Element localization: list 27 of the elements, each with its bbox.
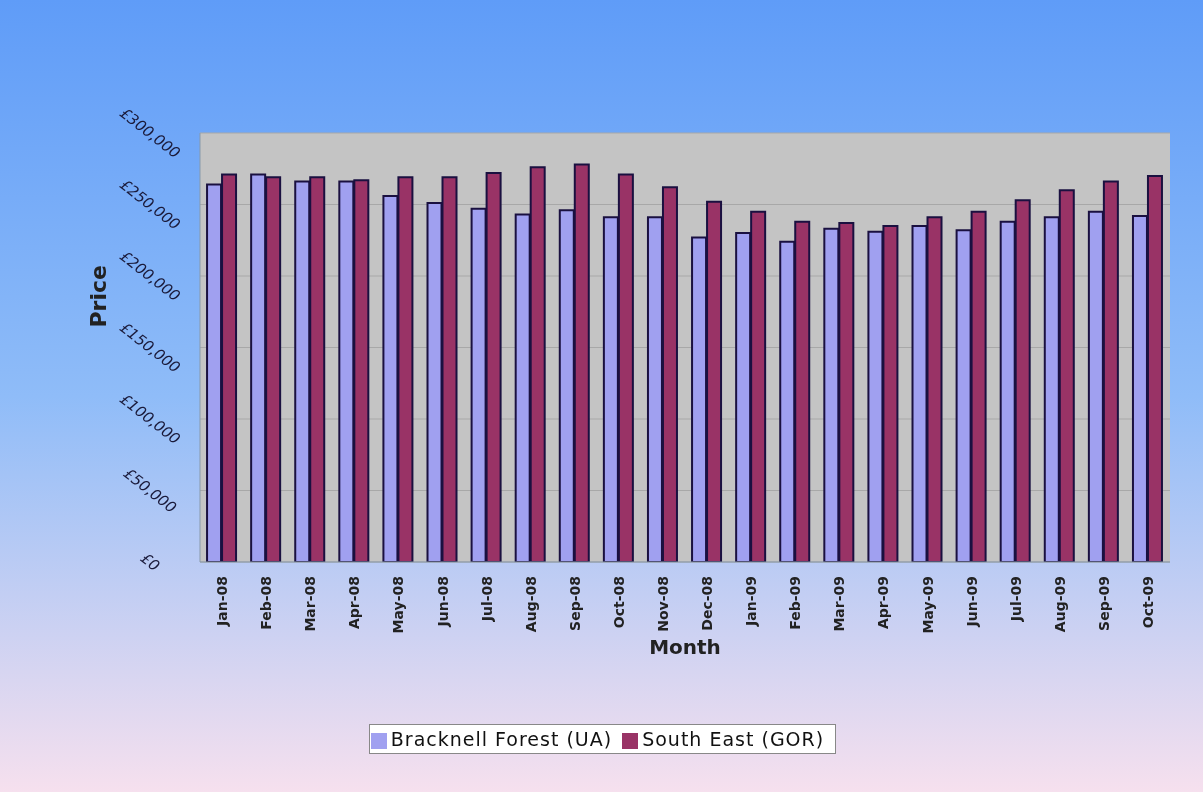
x-tick-label: May-09 [919,576,936,634]
x-tick-label: Oct-09 [1139,576,1156,629]
x-tick-label: Sep-09 [1095,576,1112,631]
x-tick-label: May-08 [390,576,407,634]
x-tick-label: Apr-08 [346,576,363,630]
x-tick-label: Mar-09 [831,576,848,632]
y-tick-label: £0 [136,549,164,575]
x-axis-title: Month [649,635,721,659]
x-tick-label: Sep-08 [566,576,583,631]
x-tick-label: Jul-09 [1007,576,1024,623]
x-tick-label: Oct-08 [610,576,627,629]
x-tick-label: Aug-08 [522,576,539,633]
legend-label: South East (GOR) [642,728,825,750]
x-tick-label: Mar-08 [302,576,319,632]
x-tick-label: Apr-09 [875,576,892,630]
x-tick-label: Nov-08 [654,576,671,632]
x-tick-label: Feb-08 [258,576,275,630]
x-tick-label: Aug-09 [1051,576,1068,633]
x-tick-label: Feb-09 [787,576,804,630]
x-tick-label: Jan-09 [743,576,760,627]
x-tick-label: Jul-08 [478,576,495,623]
x-tick-label: Jun-09 [963,576,980,628]
x-tick-label: Jan-08 [214,576,231,627]
y-axis-title: Price [85,265,111,328]
legend-label: Bracknell Forest (UA) [390,728,613,750]
x-tick-label: Dec-08 [699,576,716,631]
x-tick-label: Jun-08 [434,576,451,628]
